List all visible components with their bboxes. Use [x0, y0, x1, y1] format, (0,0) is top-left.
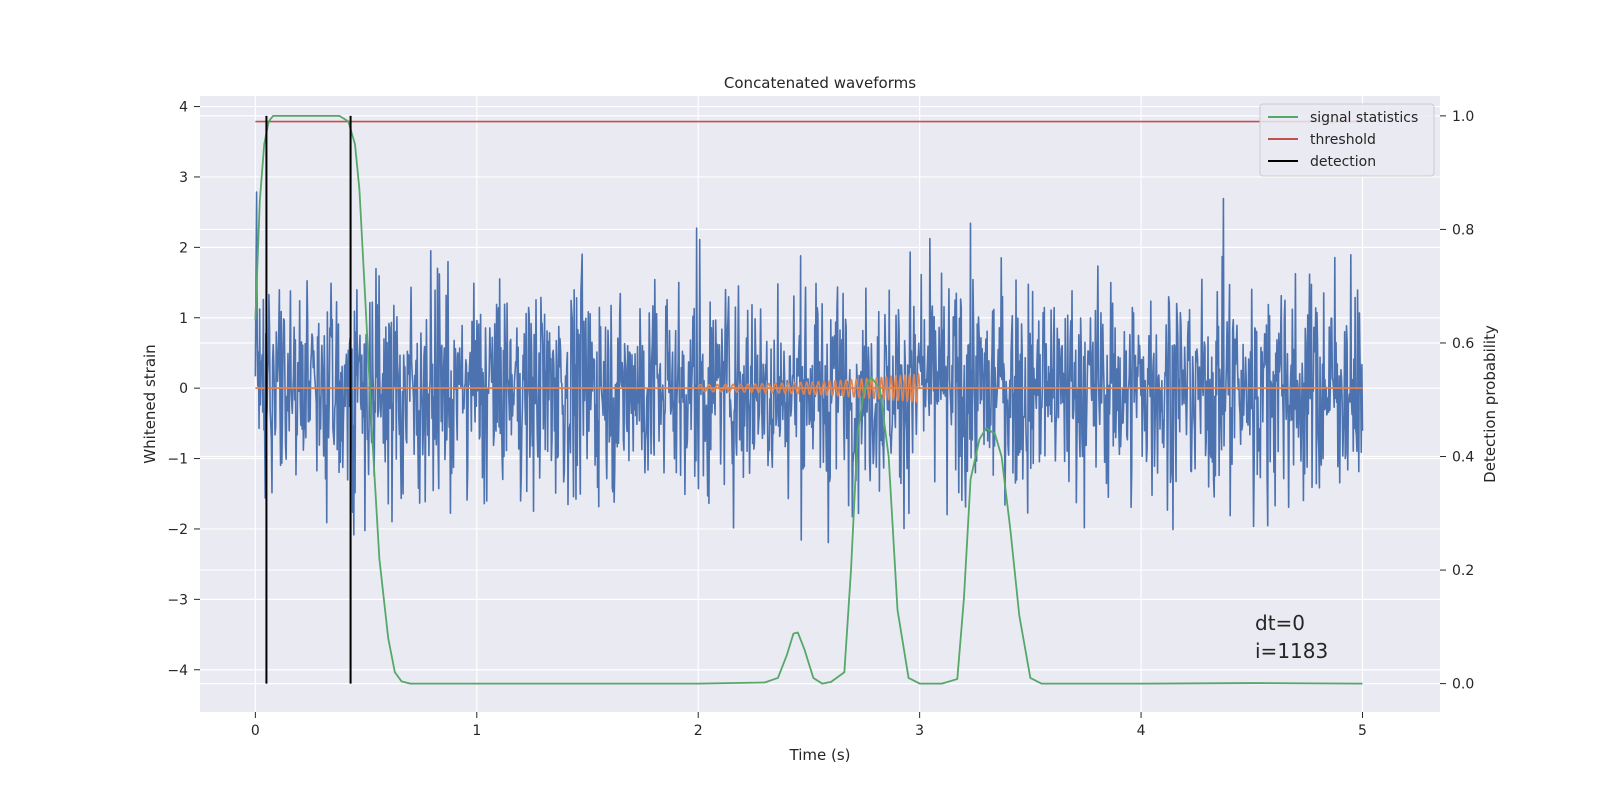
y-right-tick-label: 0.2 [1452, 563, 1474, 579]
x-tick-label: 0 [251, 723, 260, 739]
y-right-tick-label: 1.0 [1452, 109, 1474, 125]
y-axis-label-right: Detection probability [1481, 325, 1499, 483]
y-right-tick-label: 0.6 [1452, 336, 1474, 352]
y-tick-label: 0 [179, 381, 188, 397]
y-tick-label: 4 [179, 100, 188, 116]
signal-statistics-line [254, 114, 1363, 685]
y-tick-label: 2 [179, 240, 188, 256]
left-axis: −4 −3 −2 −1 0 1 2 3 4 [167, 100, 200, 679]
y-right-tick-label: 0.4 [1452, 450, 1474, 466]
legend-label-detection: detection [1310, 154, 1376, 170]
data-layer [254, 114, 1364, 685]
x-tick-label: 4 [1137, 723, 1146, 739]
annotation-dt: dt=0 [1255, 611, 1305, 635]
chart-title: Concatenated waveforms [724, 74, 916, 92]
y-tick-label: −2 [167, 522, 188, 538]
noise-series-line [254, 191, 1364, 544]
y-right-tick-label: 0.8 [1452, 222, 1474, 238]
right-axis: 0.0 0.2 0.4 0.6 0.8 1.0 [1440, 109, 1474, 693]
y-tick-label: −1 [167, 452, 188, 468]
y-axis-label: Whitened strain [141, 344, 159, 463]
bottom-axis: 0 1 2 3 4 5 [251, 712, 1367, 739]
y-right-tick-label: 0.0 [1452, 677, 1474, 693]
annotation-index: i=1183 [1255, 639, 1328, 663]
x-tick-label: 3 [915, 723, 924, 739]
legend-label-signal-statistics: signal statistics [1310, 110, 1418, 126]
legend-label-threshold: threshold [1310, 132, 1376, 148]
x-tick-label: 1 [472, 723, 481, 739]
x-tick-label: 2 [694, 723, 703, 739]
x-tick-label: 5 [1358, 723, 1367, 739]
y-tick-label: 1 [179, 311, 188, 327]
y-tick-label: −3 [167, 592, 188, 608]
injected-waveform-line [697, 372, 921, 404]
x-axis-label: Time (s) [789, 746, 851, 764]
y-tick-label: −4 [167, 663, 188, 679]
y-tick-label: 3 [179, 170, 188, 186]
legend-box [1259, 103, 1435, 177]
legend: signal statistics threshold detection [1259, 103, 1435, 177]
